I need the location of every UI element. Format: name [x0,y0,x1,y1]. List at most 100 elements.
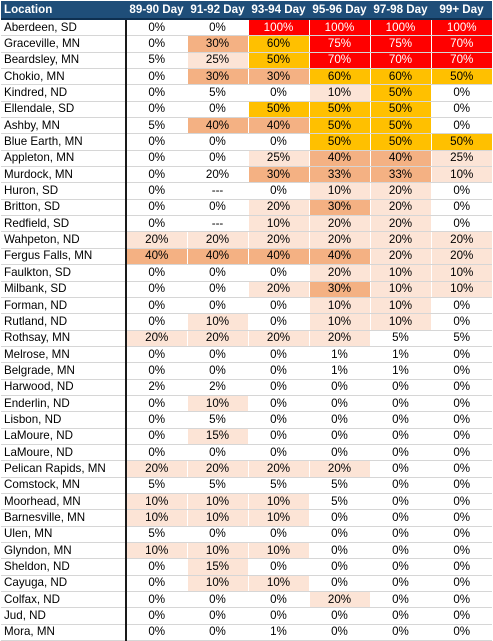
location-cell[interactable]: LaMoure, ND [1,444,127,462]
value-cell[interactable]: 100% [369,19,431,37]
column-header-1[interactable]: 89-90 Day [126,1,187,20]
value-cell[interactable]: 0% [430,575,492,593]
value-cell[interactable]: 0% [308,526,370,544]
value-cell[interactable]: 0% [125,575,187,593]
value-cell[interactable]: 0% [247,395,309,413]
value-cell[interactable]: 0% [125,281,187,298]
value-cell[interactable]: 20% [186,460,248,478]
value-cell[interactable]: 0% [247,558,309,576]
location-cell[interactable]: Comstock, MN [1,477,127,494]
value-cell[interactable]: 0% [186,199,248,217]
value-cell[interactable]: 1% [369,346,431,364]
value-cell[interactable]: 1% [308,346,370,364]
value-cell[interactable]: 0% [125,313,187,331]
value-cell[interactable]: 30% [308,199,370,217]
value-cell[interactable]: 0% [369,493,431,511]
value-cell[interactable]: 10% [125,493,187,511]
value-cell[interactable]: 0% [125,411,187,429]
value-cell[interactable]: 0% [125,133,187,151]
value-cell[interactable]: 30% [308,281,370,298]
value-cell[interactable]: 2% [125,379,187,396]
value-cell[interactable]: 30% [247,68,309,86]
column-header-5[interactable]: 97-98 Day [370,1,431,20]
location-cell[interactable]: Barnesville, MN [1,509,127,527]
value-cell[interactable]: 0% [369,558,431,576]
value-cell[interactable]: 5% [186,411,248,429]
value-cell[interactable]: 50% [430,133,492,151]
value-cell[interactable]: 0% [186,444,248,462]
value-cell[interactable]: 0% [430,444,492,462]
location-cell[interactable]: Ulen, MN [1,526,127,544]
value-cell[interactable]: 0% [186,101,248,119]
location-cell[interactable]: Blue Earth, MN [1,133,127,151]
value-cell[interactable]: 20% [247,281,309,298]
value-cell[interactable]: 30% [186,35,248,53]
value-cell[interactable]: 0% [430,542,492,560]
value-cell[interactable]: 0% [125,444,187,462]
value-cell[interactable]: 20% [247,330,309,347]
value-cell[interactable]: 20% [308,330,370,347]
value-cell[interactable]: 10% [308,313,370,331]
value-cell[interactable]: 0% [186,624,248,641]
location-cell[interactable]: Moorhead, MN [1,493,127,511]
value-cell[interactable]: 20% [369,248,431,266]
location-cell[interactable]: Lisbon, ND [1,411,127,429]
value-cell[interactable]: 75% [369,35,431,53]
value-cell[interactable]: 0% [308,575,370,593]
location-cell[interactable]: Kindred, ND [1,84,127,102]
value-cell[interactable]: 0% [308,542,370,560]
value-cell[interactable]: 0% [430,460,492,478]
value-cell[interactable]: 0% [186,362,248,380]
value-cell[interactable]: 0% [247,362,309,380]
location-cell[interactable]: Enderlin, ND [1,395,127,413]
value-cell[interactable]: 70% [369,52,431,70]
value-cell[interactable]: 50% [308,117,370,135]
value-cell[interactable]: 5% [308,493,370,511]
location-cell[interactable]: LaMoure, ND [1,428,127,445]
value-cell[interactable]: 40% [369,150,431,168]
value-cell[interactable]: 0% [125,150,187,168]
column-header-4[interactable]: 95-96 Day [309,1,370,20]
location-cell[interactable]: Appleton, MN [1,150,127,168]
value-cell[interactable]: 0% [125,297,187,315]
location-cell[interactable]: Redfield, SD [1,215,127,233]
value-cell[interactable]: 0% [430,411,492,429]
value-cell[interactable]: 70% [430,52,492,70]
value-cell[interactable]: 0% [247,297,309,315]
value-cell[interactable]: 0% [430,182,492,200]
value-cell[interactable]: 0% [308,509,370,527]
value-cell[interactable]: 0% [247,182,309,200]
value-cell[interactable]: 0% [369,477,431,494]
value-cell[interactable]: 0% [186,607,248,625]
value-cell[interactable]: 0% [125,607,187,625]
location-cell[interactable]: Graceville, MN [1,35,127,53]
value-cell[interactable]: 0% [247,264,309,282]
value-cell[interactable]: 0% [430,428,492,445]
location-cell[interactable]: Cayuga, ND [1,575,127,593]
value-cell[interactable]: 0% [369,607,431,625]
value-cell[interactable]: 0% [125,362,187,380]
value-cell[interactable]: 0% [430,199,492,217]
value-cell[interactable]: 0% [430,526,492,544]
value-cell[interactable]: 0% [430,297,492,315]
value-cell[interactable]: 20% [186,166,248,184]
location-cell[interactable]: Aberdeen, SD [1,19,127,37]
value-cell[interactable]: 0% [247,379,309,396]
location-cell[interactable]: Glyndon, MN [1,542,127,560]
value-cell[interactable]: 0% [430,379,492,396]
value-cell[interactable]: 0% [430,395,492,413]
value-cell[interactable]: 0% [247,84,309,102]
value-cell[interactable]: 100% [430,19,492,37]
value-cell[interactable]: 10% [308,182,370,200]
value-cell[interactable]: 40% [308,248,370,266]
value-cell[interactable]: 5% [186,84,248,102]
value-cell[interactable]: 5% [125,526,187,544]
value-cell[interactable]: 0% [125,395,187,413]
location-cell[interactable]: Harwood, ND [1,379,127,396]
value-cell[interactable]: 0% [308,411,370,429]
value-cell[interactable]: 1% [308,362,370,380]
value-cell[interactable]: 10% [247,493,309,511]
value-cell[interactable]: 0% [125,101,187,119]
value-cell[interactable]: 0% [308,379,370,396]
value-cell[interactable]: 0% [247,607,309,625]
